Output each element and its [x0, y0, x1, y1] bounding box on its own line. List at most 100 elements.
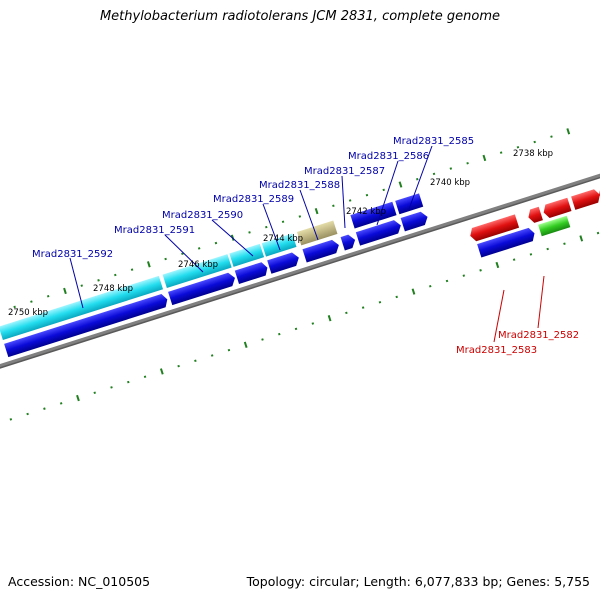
kbp-label: 2740 kbp — [430, 178, 470, 188]
outer-minor-tick — [80, 284, 83, 287]
inner-minor-tick — [278, 332, 281, 336]
gene-mrad2831-2583[interactable] — [477, 227, 537, 258]
outer-minor-tick — [516, 146, 520, 149]
inner-minor-tick — [43, 407, 46, 410]
inner-minor-tick — [445, 279, 449, 283]
outer-minor-tick — [114, 273, 117, 277]
leader-2588 — [299, 189, 319, 241]
inner-minor-tick — [596, 231, 600, 235]
inner-minor-tick — [143, 375, 147, 379]
gene-label[interactable]: Mrad2831_2589 — [213, 194, 294, 205]
gene-mrad2831-2589[interactable] — [261, 233, 297, 257]
inner-tick-row — [9, 231, 600, 421]
outer-minor-tick — [265, 225, 268, 229]
inner-minor-tick — [93, 391, 96, 394]
outer-minor-tick — [197, 247, 201, 250]
outer-minor-tick — [130, 268, 134, 271]
leader-2587 — [341, 175, 346, 229]
kbp-labels: 2738 kbp 2740 kbp 2742 kbp 2744 kbp 2746… — [8, 149, 553, 318]
gene-label[interactable]: Mrad2831_2592 — [32, 249, 113, 260]
outer-minor-tick — [416, 177, 419, 181]
gene-red-arrow[interactable] — [542, 197, 572, 220]
gene-arrow[interactable] — [4, 293, 169, 358]
reverse-gene-track — [468, 182, 600, 258]
outer-minor-tick — [466, 161, 469, 165]
gene-label[interactable]: Mrad2831_2583 — [456, 345, 537, 356]
outer-minor-tick — [214, 241, 218, 245]
outer-minor-tick — [348, 199, 352, 202]
gene-label[interactable]: Mrad2831_2590 — [162, 210, 243, 221]
gene-label[interactable]: Mrad2831_2591 — [114, 225, 195, 236]
gene-arrow[interactable] — [267, 251, 301, 274]
inner-minor-tick — [194, 359, 197, 363]
inner-minor-tick — [345, 311, 348, 315]
gene-label[interactable]: Mrad2831_2586 — [348, 151, 429, 162]
leader-2592 — [69, 257, 84, 309]
inner-minor-tick — [311, 322, 315, 325]
inner-minor-tick — [462, 274, 466, 277]
gene-arrow[interactable] — [340, 233, 358, 251]
outer-major-tick — [146, 261, 151, 268]
topology-text: Topology: circular; Length: 6,077,833 bp… — [246, 574, 590, 589]
kbp-label: 2738 kbp — [513, 149, 553, 159]
gene-red-arrow[interactable] — [571, 188, 600, 210]
outer-minor-tick — [164, 257, 167, 261]
gene-label[interactable]: Mrad2831_2582 — [498, 330, 579, 341]
leader-2585 — [408, 145, 433, 210]
outer-major-tick — [482, 154, 487, 162]
gene-arrow[interactable] — [400, 210, 430, 232]
gene-mrad2831-2590[interactable] — [229, 243, 265, 267]
gene-mrad2831-2587[interactable] — [350, 201, 397, 229]
gene-rna[interactable] — [538, 215, 571, 237]
inner-major-tick — [243, 341, 248, 348]
outer-minor-tick — [550, 135, 553, 138]
inner-major-tick — [327, 315, 332, 322]
gene-arrow[interactable] — [168, 271, 237, 306]
leader-2586 — [376, 160, 399, 226]
gene-red-arrow[interactable] — [526, 206, 543, 224]
gene-arrow[interactable] — [234, 261, 270, 285]
gene-arrow[interactable] — [355, 219, 403, 246]
inner-major-tick — [411, 288, 416, 295]
leader-2582 — [537, 275, 545, 329]
inner-minor-tick — [227, 348, 231, 352]
outer-major-tick — [63, 287, 67, 295]
gene-mrad2831-2592[interactable] — [0, 275, 164, 341]
gene-mrad2831-2591[interactable] — [162, 254, 232, 289]
gene-label[interactable]: Mrad2831_2585 — [393, 136, 474, 147]
genome-title: Methylobacterium radiotolerans JCM 2831,… — [99, 9, 501, 24]
inner-minor-tick — [127, 380, 130, 384]
leader-2590 — [211, 219, 254, 257]
kbp-label: 2744 kbp — [263, 234, 303, 244]
inner-minor-tick — [378, 300, 382, 304]
gene-mrad2831-2585[interactable] — [395, 193, 424, 215]
outer-major-tick — [398, 181, 403, 188]
outer-minor-tick — [332, 204, 335, 208]
accession-text: Accession: NC_010505 — [8, 574, 151, 589]
outer-gene-track — [0, 220, 338, 341]
inner-minor-tick — [59, 402, 63, 405]
inner-minor-tick — [546, 247, 549, 251]
inner-major-tick — [579, 235, 584, 242]
label-leaders — [69, 145, 433, 309]
gene-label[interactable]: Mrad2831_2588 — [259, 180, 340, 191]
genome-backbone — [0, 162, 600, 376]
inner-minor-tick — [361, 306, 365, 309]
kbp-label: 2750 kbp — [8, 308, 48, 318]
inner-minor-tick — [177, 364, 180, 368]
gene-mrad2831-2588[interactable] — [297, 220, 338, 246]
kbp-label: 2742 kbp — [346, 207, 386, 217]
inner-minor-tick — [9, 418, 13, 421]
outer-minor-tick — [46, 295, 50, 298]
inner-minor-tick — [395, 295, 398, 299]
gene-arrow[interactable] — [302, 238, 341, 263]
gene-mrad2831-2582[interactable] — [468, 214, 520, 242]
outer-minor-tick — [298, 215, 302, 218]
gene-label[interactable]: Mrad2831_2587 — [304, 166, 385, 177]
outer-major-tick — [314, 207, 319, 215]
outer-minor-tick — [449, 167, 453, 170]
inner-minor-tick — [512, 258, 516, 261]
outer-minor-tick — [365, 193, 369, 197]
outer-minor-tick — [382, 188, 385, 192]
